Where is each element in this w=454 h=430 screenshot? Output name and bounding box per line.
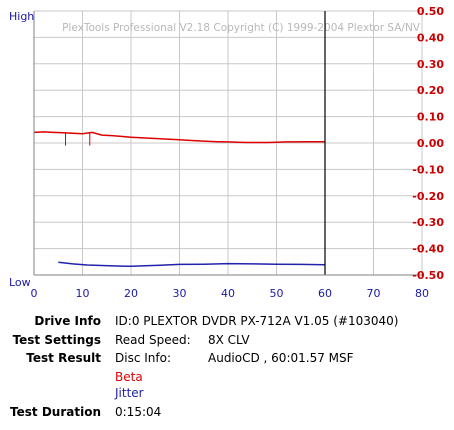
y-tick-label: -0.50 — [412, 269, 444, 282]
x-tick-label: 80 — [415, 287, 429, 300]
x-tick-label: 30 — [173, 287, 187, 300]
disc-info-value: AudioCD , 60:01.57 MSF — [208, 351, 354, 365]
quality-chart: PlexTools Professional V2.18 Copyright (… — [9, 5, 444, 300]
drive-info-label: Drive Info — [34, 314, 101, 328]
left-axis-low-label: Low — [9, 276, 31, 289]
x-tick-label: 70 — [367, 287, 381, 300]
legend-jitter-row: Jitter — [0, 384, 454, 402]
test-duration-row: Test Duration 0:15:04 — [0, 403, 454, 421]
x-tick-label: 40 — [221, 287, 235, 300]
legend-beta-row: Beta — [0, 368, 454, 386]
test-result-row: Test Result Disc Info: AudioCD , 60:01.5… — [0, 349, 454, 367]
y-tick-label: 0.00 — [417, 137, 444, 150]
x-tick-label: 50 — [270, 287, 284, 300]
test-result-label: Test Result — [26, 351, 101, 365]
drive-info-row: Drive Info ID:0 PLEXTOR DVDR PX-712A V1.… — [0, 312, 454, 330]
read-speed-value: 8X CLV — [208, 333, 250, 347]
series-line-beta — [33, 131, 325, 144]
chart-watermark: PlexTools Professional V2.18 Copyright (… — [62, 22, 421, 34]
left-axis-high-label: High — [9, 10, 34, 23]
legend-beta: Beta — [115, 370, 143, 384]
disc-info-key: Disc Info: — [115, 351, 171, 365]
x-tick-label: 0 — [31, 287, 38, 300]
y-tick-label: -0.40 — [412, 243, 444, 256]
test-settings-row: Test Settings Read Speed: 8X CLV — [0, 331, 454, 349]
y-tick-label: 0.40 — [417, 31, 444, 44]
read-speed-key: Read Speed: — [115, 333, 191, 347]
x-tick-label: 10 — [76, 287, 90, 300]
y-tick-label: -0.30 — [412, 216, 444, 229]
test-settings-label: Test Settings — [12, 333, 101, 347]
x-axis-ticks: 0 10 20 30 40 50 60 70 80 — [31, 287, 430, 300]
drive-info-value: ID:0 PLEXTOR DVDR PX-712A V1.05 (#103040… — [115, 314, 399, 328]
test-duration-label: Test Duration — [10, 405, 101, 419]
series-line-jitter — [58, 261, 326, 268]
series-layer — [33, 131, 326, 268]
x-tick-label: 60 — [318, 287, 332, 300]
test-duration-value: 0:15:04 — [115, 405, 162, 419]
y-tick-label: -0.20 — [412, 190, 444, 203]
y-axis-ticks: 0.50 0.40 0.30 0.20 0.10 0.00 -0.10 -0.20 -0.30 -… — [412, 5, 444, 282]
y-tick-label: -0.10 — [412, 163, 444, 176]
y-tick-label: 0.50 — [417, 5, 444, 18]
legend-jitter: Jitter — [115, 386, 144, 400]
y-tick-label: 0.30 — [417, 58, 444, 71]
x-tick-label: 20 — [124, 287, 138, 300]
y-tick-label: 0.20 — [417, 84, 444, 97]
y-tick-label: 0.10 — [417, 111, 444, 124]
